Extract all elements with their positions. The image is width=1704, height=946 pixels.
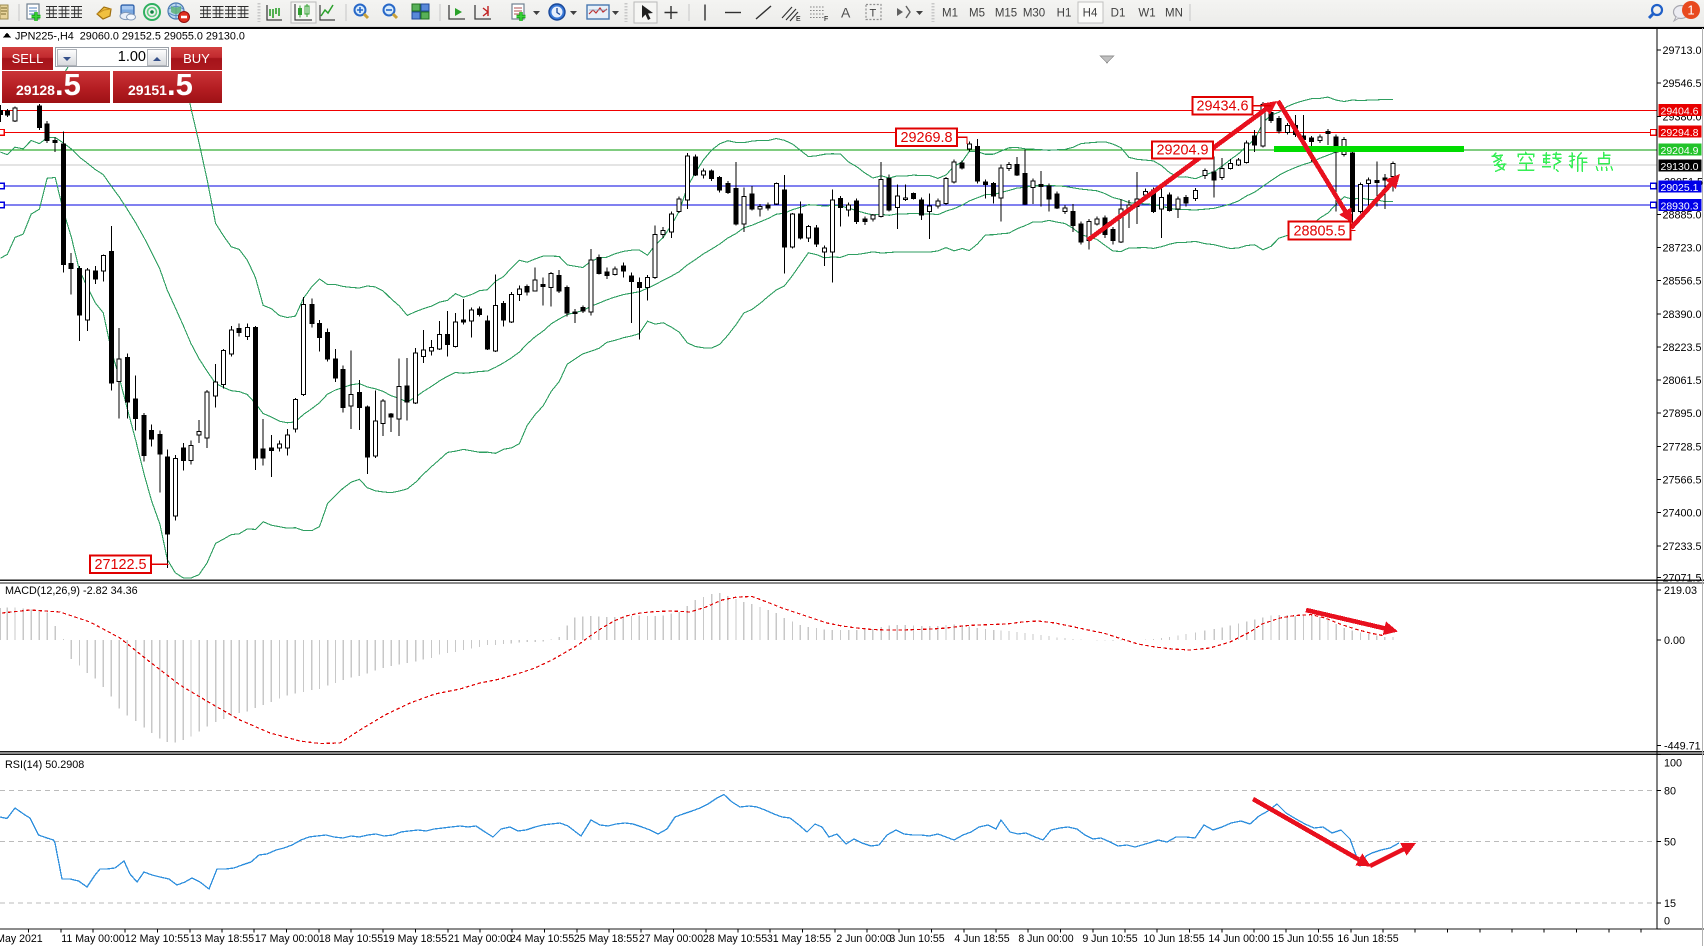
svg-text:-449.71: -449.71 <box>1664 741 1701 753</box>
svg-text:29434.6: 29434.6 <box>1196 99 1248 115</box>
svg-text:16 Jun 18:55: 16 Jun 18:55 <box>1337 933 1398 945</box>
svg-text:T: T <box>870 8 877 20</box>
svg-text:29204.9: 29204.9 <box>1661 145 1699 157</box>
svg-text:A: A <box>841 5 851 21</box>
svg-text:28885.0: 28885.0 <box>1663 209 1702 221</box>
svg-text:29204.9: 29204.9 <box>1156 143 1208 159</box>
svg-text:D1: D1 <box>1111 8 1126 20</box>
svg-text:28061.5: 28061.5 <box>1663 375 1702 387</box>
svg-text:29713.0: 29713.0 <box>1663 45 1702 57</box>
svg-text:27400.0: 27400.0 <box>1663 508 1702 520</box>
svg-text:M1: M1 <box>942 8 958 20</box>
svg-text:15 Jun 10:55: 15 Jun 10:55 <box>1272 933 1333 945</box>
svg-text:14 Jun 00:00: 14 Jun 00:00 <box>1208 933 1269 945</box>
svg-text:7 May 2021: 7 May 2021 <box>0 933 43 945</box>
svg-text:28556.5: 28556.5 <box>1663 276 1702 288</box>
svg-text:12 May 10:55: 12 May 10:55 <box>125 933 189 945</box>
svg-text:H1: H1 <box>1057 8 1072 20</box>
svg-text:M15: M15 <box>995 8 1017 20</box>
svg-text:50: 50 <box>1664 836 1676 848</box>
svg-text:8 Jun 00:00: 8 Jun 00:00 <box>1018 933 1073 945</box>
svg-text:80: 80 <box>1664 786 1676 798</box>
svg-text:18 May 10:55: 18 May 10:55 <box>319 933 383 945</box>
svg-text:29404.6: 29404.6 <box>1661 106 1699 118</box>
svg-text:JPN225-,H4 29060.0 29152.5 29: JPN225-,H4 29060.0 29152.5 29055.0 29130… <box>15 31 245 43</box>
svg-text:27233.5: 27233.5 <box>1663 541 1702 553</box>
svg-text:27 May 00:00: 27 May 00:00 <box>639 933 703 945</box>
svg-text:0: 0 <box>1664 915 1670 927</box>
svg-text:19 May 18:55: 19 May 18:55 <box>383 933 447 945</box>
svg-text:2 Jun 00:00: 2 Jun 00:00 <box>836 933 891 945</box>
svg-text:28930.3: 28930.3 <box>1661 200 1699 212</box>
svg-text:10 Jun 18:55: 10 Jun 18:55 <box>1143 933 1204 945</box>
svg-text:H4: H4 <box>1083 8 1098 20</box>
svg-text:E: E <box>796 16 801 23</box>
svg-text:100: 100 <box>1664 757 1682 769</box>
svg-text:3 Jun 10:55: 3 Jun 10:55 <box>889 933 944 945</box>
svg-text:0.00: 0.00 <box>1664 635 1685 647</box>
svg-text:17 May 00:00: 17 May 00:00 <box>255 933 319 945</box>
svg-text:13 May 18:55: 13 May 18:55 <box>190 933 254 945</box>
svg-text:4 Jun 18:55: 4 Jun 18:55 <box>954 933 1009 945</box>
svg-text:28223.5: 28223.5 <box>1663 342 1702 354</box>
svg-text:28805.5: 28805.5 <box>1293 224 1345 240</box>
svg-text:219.03: 219.03 <box>1664 585 1697 597</box>
svg-text:31 May 18:55: 31 May 18:55 <box>767 933 831 945</box>
svg-text:29294.8: 29294.8 <box>1661 127 1699 139</box>
svg-text:15: 15 <box>1664 898 1676 910</box>
svg-text:28390.0: 28390.0 <box>1663 309 1702 321</box>
svg-text:27071.5: 27071.5 <box>1663 572 1702 584</box>
svg-text:M30: M30 <box>1023 8 1045 20</box>
svg-text:1: 1 <box>1687 3 1694 18</box>
svg-text:28723.0: 28723.0 <box>1663 243 1702 255</box>
svg-text:MACD(12,26,9) -2.82 34.36: MACD(12,26,9) -2.82 34.36 <box>5 585 138 597</box>
svg-text:MN: MN <box>1165 8 1183 20</box>
svg-text:25 May 18:55: 25 May 18:55 <box>574 933 638 945</box>
svg-text:27566.5: 27566.5 <box>1663 475 1702 487</box>
svg-text:F: F <box>824 16 828 23</box>
svg-text:27895.0: 27895.0 <box>1663 408 1702 420</box>
svg-text:W1: W1 <box>1138 8 1155 20</box>
svg-text:24 May 10:55: 24 May 10:55 <box>510 933 574 945</box>
svg-text:29546.5: 29546.5 <box>1663 78 1702 90</box>
svg-text:29130.0: 29130.0 <box>1661 161 1699 173</box>
svg-text:29269.8: 29269.8 <box>900 130 952 146</box>
svg-text:28 May 10:55: 28 May 10:55 <box>703 933 767 945</box>
svg-text:M5: M5 <box>969 8 985 20</box>
svg-text:27122.5: 27122.5 <box>94 557 146 573</box>
svg-text:11 May 00:00: 11 May 00:00 <box>61 933 125 945</box>
svg-text:27728.5: 27728.5 <box>1663 441 1702 453</box>
svg-text:21 May 00:00: 21 May 00:00 <box>448 933 512 945</box>
svg-text:9 Jun 10:55: 9 Jun 10:55 <box>1082 933 1137 945</box>
svg-text:RSI(14) 50.2908: RSI(14) 50.2908 <box>5 759 84 771</box>
svg-text:29025.1: 29025.1 <box>1661 182 1699 194</box>
